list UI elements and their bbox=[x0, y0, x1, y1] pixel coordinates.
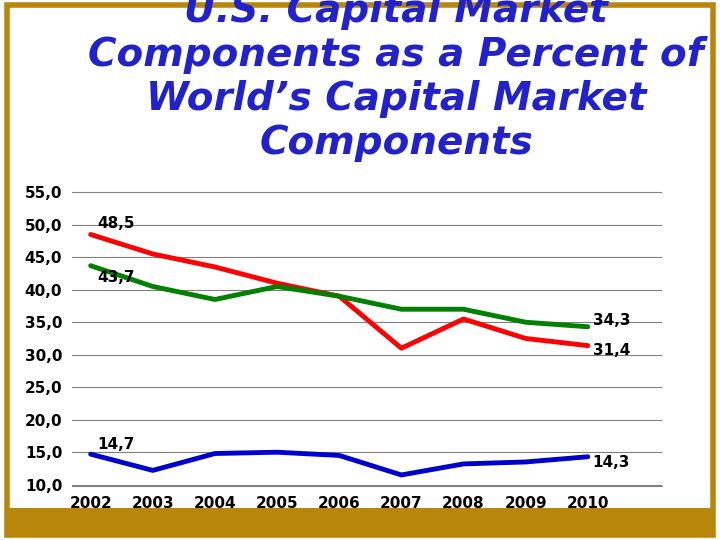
Text: 31,4: 31,4 bbox=[593, 343, 630, 359]
Text: U.S. Capital Market
Components as a Percent of
World’s Capital Market
Components: U.S. Capital Market Components as a Perc… bbox=[88, 0, 704, 162]
Text: 14,7: 14,7 bbox=[97, 437, 134, 452]
Legend: Stock Market, Debt Market, Bank Market: Stock Market, Debt Market, Bank Market bbox=[176, 522, 559, 540]
Text: 48,5: 48,5 bbox=[97, 216, 135, 231]
Text: 43,7: 43,7 bbox=[97, 270, 135, 285]
Text: 14,3: 14,3 bbox=[593, 455, 630, 469]
Text: 34,3: 34,3 bbox=[593, 313, 630, 328]
